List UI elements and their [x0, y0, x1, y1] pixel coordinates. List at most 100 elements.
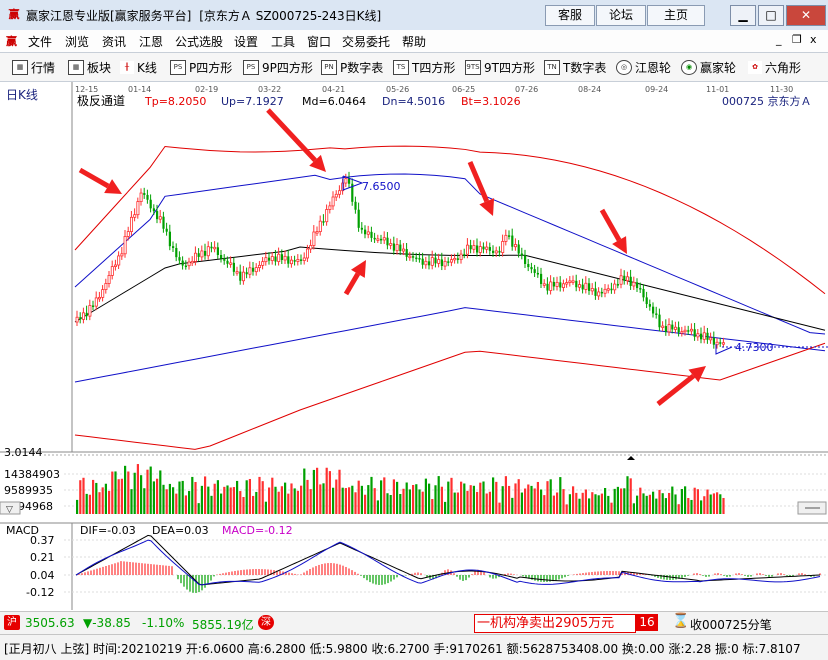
shenzhen-index-icon[interactable]: 深 [258, 615, 274, 630]
candle-body [216, 247, 219, 255]
menu-tools[interactable]: 工具 [271, 35, 296, 49]
menu-window[interactable]: 窗口 [307, 35, 332, 49]
tool-t-square[interactable]: TS T四方形 [393, 59, 455, 75]
volume-bar [280, 486, 283, 514]
mdi-minimize-button[interactable]: _ [776, 33, 782, 46]
volume-bar [472, 485, 475, 514]
candle-body [508, 235, 511, 237]
maximize-button[interactable]: □ [758, 5, 784, 26]
volume-bar [693, 487, 696, 514]
service-button[interactable]: 客服 [545, 5, 595, 26]
candle-body [619, 275, 623, 285]
candle-body [709, 337, 713, 341]
volume-bar [200, 485, 203, 514]
annotation-arrow-shaft [266, 108, 317, 163]
volume-bar [95, 482, 98, 514]
mdi-close-button[interactable]: x [810, 33, 817, 46]
candle-body [129, 216, 133, 232]
candle-body [463, 254, 466, 256]
candle-body [364, 229, 367, 235]
scroll-down-button[interactable] [0, 501, 21, 515]
menu-file[interactable]: 文件 [28, 35, 53, 49]
menu-trade[interactable]: 交易委托 [342, 35, 391, 49]
bt-label: Bt=3.1026 [461, 95, 521, 108]
candle-body [626, 276, 630, 282]
tool-gann-wheel-label: 江恩轮 [635, 60, 672, 75]
menu-help[interactable]: 帮助 [402, 35, 427, 49]
indicator-name: 极反通道 [77, 94, 125, 108]
candle-body [706, 332, 709, 340]
volume-bar [79, 480, 82, 514]
kline-chart[interactable]: 日K线 极反通道 Tp=8.2050 Up=7.1927 Md=6.0464 D… [0, 82, 828, 610]
tool-gann-wheel[interactable]: ◎ 江恩轮 [616, 59, 671, 75]
candle-body [623, 275, 626, 281]
candle-body [268, 257, 271, 261]
date-tick: 06-25 [452, 85, 475, 94]
candle-body [133, 214, 137, 218]
candle-body [139, 192, 143, 203]
menu-settings[interactable]: 设置 [234, 35, 259, 49]
candle-body [639, 288, 642, 290]
menu-formula[interactable]: 公式选股 [175, 35, 224, 49]
candle-body [143, 193, 146, 195]
candle-body [456, 258, 459, 260]
tool-winner-wheel[interactable]: ◉ 赢家轮 [681, 59, 736, 75]
volume-bar [162, 484, 165, 514]
candle-body [514, 244, 518, 248]
tool-9t-square[interactable]: 9TS 9T四方形 [465, 59, 535, 75]
volume-bar [309, 489, 312, 514]
menu-browse[interactable]: 浏览 [65, 35, 90, 49]
candle-body [296, 259, 300, 262]
candle-body [664, 326, 667, 332]
mdi-restore-button[interactable]: ❐ [792, 33, 802, 46]
tool-t-table[interactable]: TN T数字表 [544, 59, 606, 75]
candle-body [715, 341, 719, 346]
candle-body [702, 332, 706, 340]
volume-bar [648, 494, 651, 514]
quote-text[interactable]: 收000725分笔 [690, 618, 772, 632]
candle-body [520, 253, 523, 256]
macd-value-label: MACD=-0.12 [222, 524, 293, 537]
chart-panel[interactable]: 日K线 极反通道 Tp=8.2050 Up=7.1927 Md=6.0464 D… [0, 82, 828, 610]
candle-body [366, 231, 370, 235]
menu-info[interactable]: 资讯 [102, 35, 127, 49]
candle-body [677, 327, 680, 333]
volume-bar [143, 488, 146, 514]
candle-body [126, 231, 130, 237]
volume-bar [597, 495, 600, 514]
candle-body [239, 271, 242, 281]
homepage-button[interactable]: 主页 [647, 5, 705, 26]
candle-body [370, 231, 373, 238]
candle-body [235, 271, 239, 274]
volume-bar [181, 480, 184, 514]
candle-body [632, 281, 636, 287]
candle-body [181, 260, 184, 266]
low-marker-flag [715, 344, 733, 355]
candle-body [559, 282, 562, 288]
tool-blocks[interactable]: ▦ 板块 [68, 59, 111, 75]
candle-body [533, 269, 536, 273]
news-ticker[interactable]: 一机构净卖出2905万元 [474, 614, 636, 633]
close-button[interactable]: ✕ [786, 5, 826, 26]
tool-hexagon[interactable]: ✿ 六角形 [748, 59, 801, 75]
volume-bar [306, 479, 309, 514]
forum-button[interactable]: 论坛 [596, 5, 646, 26]
volume-bar [271, 477, 274, 514]
candle-body [117, 255, 121, 266]
volume-bar [140, 475, 143, 514]
volume-bar [223, 486, 226, 514]
news-page-badge[interactable]: 16 [636, 614, 658, 631]
volume-bar [661, 493, 664, 514]
menu-gann[interactable]: 江恩 [139, 35, 164, 49]
tool-9p-square[interactable]: PS 9P四方形 [243, 59, 313, 75]
volume-bar [156, 478, 159, 514]
volume-bar [431, 499, 434, 514]
candle-body [568, 280, 572, 283]
minimize-button[interactable]: ▁ [730, 5, 756, 26]
tool-p-square[interactable]: PS P四方形 [170, 59, 232, 75]
volume-bar [703, 496, 706, 514]
tool-quotes[interactable]: ▦ 行情 [12, 59, 55, 75]
shanghai-index-icon[interactable]: 沪 [4, 615, 20, 630]
tool-kline[interactable]: ╫ K线 [120, 59, 157, 75]
tool-p-table[interactable]: PN P数字表 [321, 59, 383, 75]
